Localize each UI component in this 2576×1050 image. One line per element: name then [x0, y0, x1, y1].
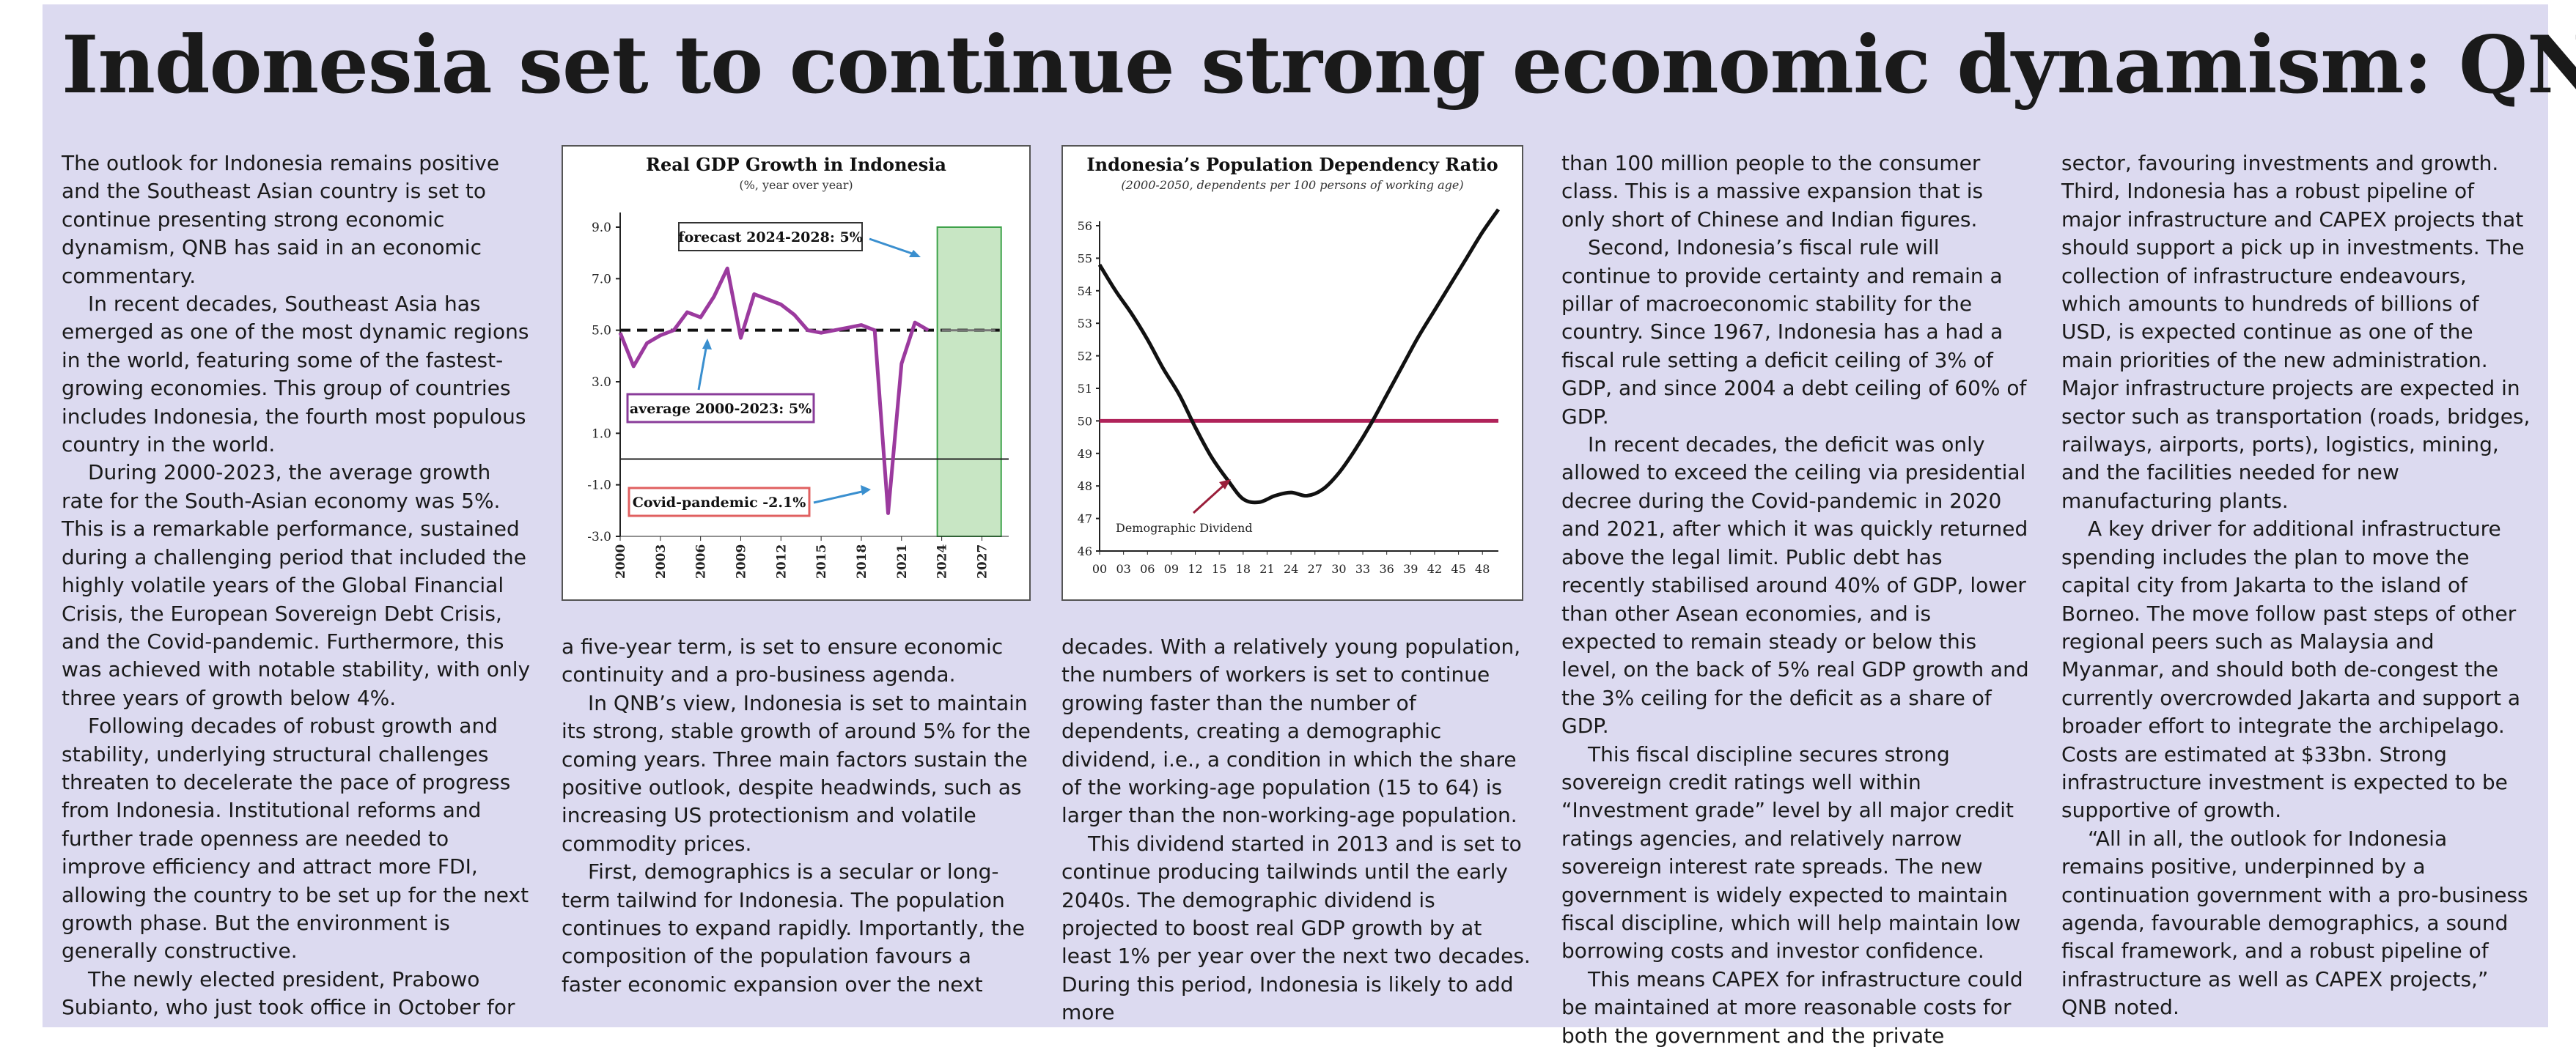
- forecast-arrow: [869, 237, 917, 256]
- dependency-series-line: [1097, 208, 1501, 505]
- y-tick-label: 46: [1078, 544, 1092, 558]
- covid-arrow: [813, 489, 866, 504]
- average-arrow: [697, 344, 708, 391]
- paragraph: a five-year term, is set to ensure econo…: [562, 635, 1004, 687]
- y-tick-label: 48: [1078, 479, 1092, 493]
- paragraph: This means CAPEX for infrastructure coul…: [1561, 966, 2023, 1048]
- article-column-1: The outlook for Indonesia remains positi…: [62, 149, 531, 1022]
- paragraph: During 2000-2023, the average growth rat…: [62, 460, 531, 710]
- x-tick-label: 2027: [975, 544, 990, 579]
- x-tick-label: 2012: [774, 544, 789, 579]
- x-tick-label: 36: [1380, 562, 1394, 576]
- paragraph: Second, Indonesia’s fiscal rule will con…: [1561, 235, 2027, 429]
- y-tick-label: 47: [1078, 512, 1092, 526]
- covid-annotation: Covid-pandemic -2.1%: [633, 495, 806, 511]
- x-tick-label: 45: [1451, 562, 1465, 576]
- x-tick-label: 39: [1403, 562, 1418, 576]
- dividend-annotation: Demographic Dividend: [1116, 521, 1253, 535]
- average-annotation-box: [626, 393, 815, 424]
- x-tick-label: 48: [1475, 562, 1490, 576]
- x-tick-label: 2006: [694, 544, 709, 579]
- article-column-4: than 100 million people to the consumer …: [1561, 149, 2031, 1050]
- covid-arrow-head: [861, 485, 871, 495]
- paragraph: “All in all, the outlook for Indonesia r…: [2061, 826, 2528, 1020]
- paragraph: sector, favouring investments and growth…: [2061, 151, 2531, 513]
- x-tick-label: 15: [1212, 562, 1226, 576]
- x-tick-label: 24: [1284, 562, 1298, 576]
- x-tick-label: 27: [1308, 562, 1322, 576]
- paragraph: In recent decades, the deficit was only …: [1561, 432, 2029, 739]
- y-tick-label: 56: [1078, 219, 1092, 233]
- paragraph: Following decades of robust growth and s…: [62, 714, 529, 964]
- x-tick-label: 18: [1236, 562, 1251, 576]
- gdp-growth-chart: Real GDP Growth in Indonesia (%, year ov…: [562, 145, 1031, 601]
- article-column-2: a five-year term, is set to ensure econo…: [562, 633, 1031, 999]
- y-tick-label: 5.0: [592, 324, 611, 339]
- forecast-band: [936, 226, 1002, 537]
- chart-subtitle: (%, year over year): [739, 178, 853, 192]
- x-tick-label: 30: [1331, 562, 1346, 576]
- paragraph: A key driver for additional infrastructu…: [2061, 517, 2521, 823]
- paragraph: The newly elected president, Prabowo Sub…: [62, 966, 515, 1020]
- forecast-annotation: forecast 2024-2028: 5%: [678, 229, 862, 245]
- dependency-ratio-chart-svg: Indonesia’s Population Dependency Ratio …: [1078, 154, 1501, 576]
- x-tick-label: 2024: [935, 544, 950, 579]
- gdp-series-line: [618, 266, 930, 515]
- x-tick-label: 03: [1116, 562, 1130, 576]
- article-column-3: decades. With a relatively young populat…: [1061, 633, 1531, 1027]
- x-tick-label: 12: [1188, 562, 1202, 576]
- article-column-5: sector, favouring investments and growth…: [2061, 149, 2531, 1022]
- y-tick-label: 53: [1078, 317, 1092, 330]
- x-tick-label: 33: [1355, 562, 1370, 576]
- paragraph: than 100 million people to the consumer …: [1561, 151, 1984, 232]
- gdp-growth-chart-svg: Real GDP Growth in Indonesia (%, year ov…: [587, 154, 1009, 579]
- chart-axes: [619, 212, 1009, 537]
- chart-title: Indonesia’s Population Dependency Ratio: [1086, 154, 1498, 175]
- y-tick-label: 7.0: [592, 272, 611, 286]
- average-arrow-head: [702, 339, 712, 350]
- y-tick-label: 52: [1078, 350, 1092, 363]
- y-tick-label: 51: [1078, 382, 1092, 396]
- y-tick-label: 1.0: [592, 426, 611, 441]
- paragraph: In QNB’s view, Indonesia is set to maint…: [562, 690, 1031, 856]
- dividend-arrow: [1192, 482, 1227, 514]
- dividend-arrow-head: [1219, 479, 1231, 489]
- y-tick-label: 50: [1078, 414, 1092, 428]
- y-tick-label: -3.0: [587, 530, 611, 544]
- x-tick-label: 42: [1427, 562, 1442, 576]
- chart-axes: [1099, 221, 1498, 552]
- paragraph: This dividend started in 2013 and is set…: [1061, 831, 1531, 1025]
- y-tick-label: 54: [1078, 284, 1092, 298]
- y-tick-label: 3.0: [592, 375, 611, 390]
- x-tick-label: 2009: [734, 544, 748, 579]
- chart-subtitle: (2000-2050, dependents per 100 persons o…: [1121, 178, 1463, 192]
- x-tick-label: 2000: [614, 544, 628, 579]
- average-annotation: average 2000-2023: 5%: [630, 401, 812, 417]
- paragraph: In recent decades, Southeast Asia has em…: [62, 292, 529, 457]
- dependency-ratio-chart: Indonesia’s Population Dependency Ratio …: [1061, 145, 1523, 601]
- y-tick-label: 55: [1078, 251, 1092, 265]
- forecast-annotation-box: [678, 222, 863, 251]
- paragraph: The outlook for Indonesia remains positi…: [62, 151, 500, 288]
- x-tick-label: 00: [1092, 562, 1107, 576]
- headline: Indonesia set to continue strong economi…: [62, 19, 2576, 111]
- x-tick-label: 2015: [814, 544, 829, 579]
- x-tick-label: 09: [1164, 562, 1179, 576]
- paragraph: This fiscal discipline secures strong so…: [1561, 742, 2021, 964]
- x-tick-label: 21: [1259, 562, 1274, 576]
- chart-title: Real GDP Growth in Indonesia: [646, 154, 946, 175]
- x-tick-label: 2021: [895, 544, 910, 579]
- y-tick-label: -1.0: [587, 478, 611, 493]
- x-tick-label: 2003: [654, 544, 669, 579]
- y-tick-label: 9.0: [592, 221, 611, 235]
- paragraph: decades. With a relatively young populat…: [1061, 635, 1521, 828]
- paragraph: First, demographics is a secular or long…: [562, 859, 1025, 997]
- y-tick-label: 49: [1078, 447, 1092, 461]
- forecast-arrow-head: [909, 250, 921, 257]
- x-tick-label: 06: [1140, 562, 1155, 576]
- x-tick-label: 2018: [855, 544, 869, 579]
- covid-annotation-box: [628, 487, 811, 517]
